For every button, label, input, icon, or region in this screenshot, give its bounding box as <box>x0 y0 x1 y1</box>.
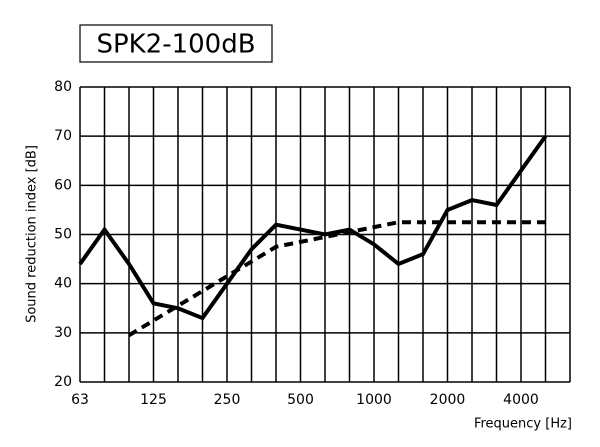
y-axis-label: Sound reduction index [dB] <box>25 145 40 323</box>
chart-title: SPK2-100dB <box>96 30 255 60</box>
x-tick-label: 250 <box>214 392 241 408</box>
y-tick-label: 60 <box>54 177 72 193</box>
reference-curve <box>127 220 546 338</box>
x-tick-label: 2000 <box>430 392 466 408</box>
x-tick-label: 63 <box>71 392 89 408</box>
y-tick-label: 50 <box>54 227 72 243</box>
title-box <box>79 24 273 63</box>
y-tick-label: 80 <box>54 79 72 95</box>
measured-line <box>78 135 548 321</box>
x-tick-label: 500 <box>287 392 314 408</box>
x-tick-label: 4000 <box>503 392 539 408</box>
y-tick-label: 20 <box>54 374 72 390</box>
x-tick-label: 125 <box>140 392 167 408</box>
y-tick-label: 30 <box>54 325 72 341</box>
y-tick-label: 70 <box>54 128 72 144</box>
x-axis-label: Frequency [Hz] <box>474 417 572 432</box>
y-tick-label: 40 <box>54 276 72 292</box>
x-tick-label: 1000 <box>356 392 392 408</box>
